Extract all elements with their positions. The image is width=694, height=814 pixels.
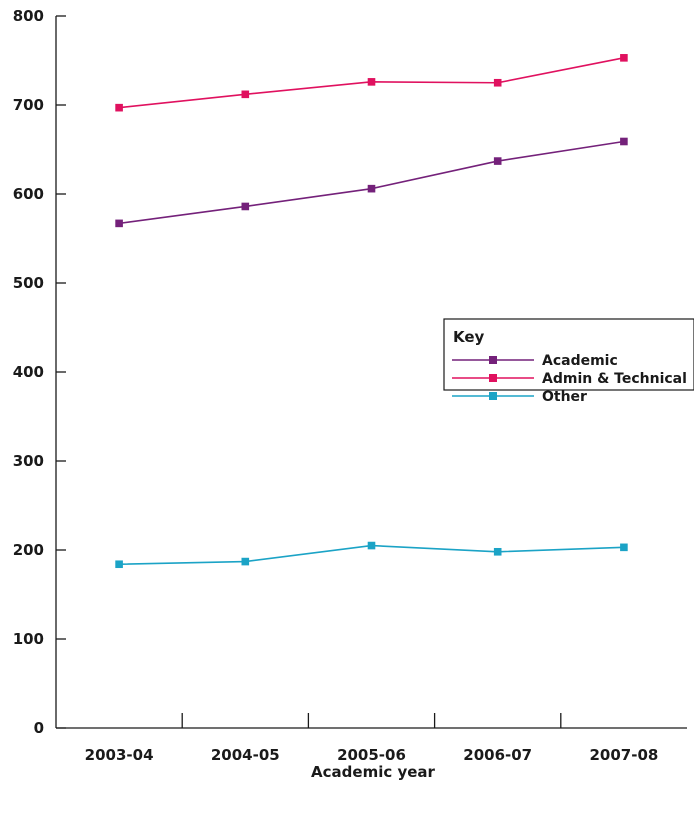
x-tick-label: 2007-08: [589, 746, 658, 764]
data-point: [115, 103, 123, 112]
y-tick-label: 800: [13, 7, 44, 25]
legend-title: Key: [453, 328, 485, 346]
legend-label: Other: [542, 389, 587, 405]
legend-swatch-marker: [489, 392, 497, 400]
legend-swatch-marker: [489, 356, 497, 364]
y-tick-label: 300: [13, 452, 44, 470]
series-lines: [115, 54, 628, 569]
y-tick-label: 100: [13, 630, 44, 648]
y-tick-label: 500: [13, 274, 44, 292]
x-tick-label: 2004-05: [211, 746, 280, 764]
legend-item: Other: [452, 389, 587, 405]
legend-item: Academic: [452, 353, 618, 369]
data-point: [367, 184, 376, 193]
series-other: [115, 541, 628, 569]
legend-item: Admin & Technical: [452, 371, 687, 387]
series-academic: [115, 137, 628, 228]
y-tick-label: 400: [13, 363, 44, 381]
series-admin-technical: [115, 54, 628, 112]
axes: [55, 15, 687, 729]
y-tick-label: 600: [13, 185, 44, 203]
series-line: [118, 140, 625, 225]
data-point: [115, 219, 123, 228]
tick-labels: 0 100 200 300 400 500 600 700 800 2003-04 2004-05 2…: [13, 7, 659, 764]
y-tick-label: 700: [13, 96, 44, 114]
y-tick-label: 200: [13, 541, 44, 559]
x-tick-label: 2003-04: [85, 746, 154, 764]
legend-swatch-marker: [489, 374, 497, 382]
data-point: [493, 157, 502, 165]
data-point: [493, 78, 502, 87]
x-tick-label: 2005-06: [337, 746, 406, 764]
x-axis-title: Academic year: [311, 763, 435, 781]
data-point: [241, 557, 250, 566]
data-point: [367, 541, 376, 550]
data-point: [241, 202, 250, 211]
legend: Key Academic Admin & Technical Other: [443, 318, 694, 405]
data-point: [620, 54, 628, 62]
data-point: [493, 547, 502, 556]
data-point: [241, 90, 250, 99]
legend-label: Academic: [542, 353, 618, 369]
legend-items: Academic Admin & Technical Other: [452, 353, 687, 405]
x-tick-label: 2006-07: [463, 746, 532, 764]
data-point: [367, 78, 376, 86]
legend-label: Admin & Technical: [542, 371, 687, 387]
data-point: [620, 543, 628, 552]
data-point: [115, 560, 123, 569]
y-tick-label: 0: [34, 719, 44, 737]
data-point: [620, 137, 628, 146]
